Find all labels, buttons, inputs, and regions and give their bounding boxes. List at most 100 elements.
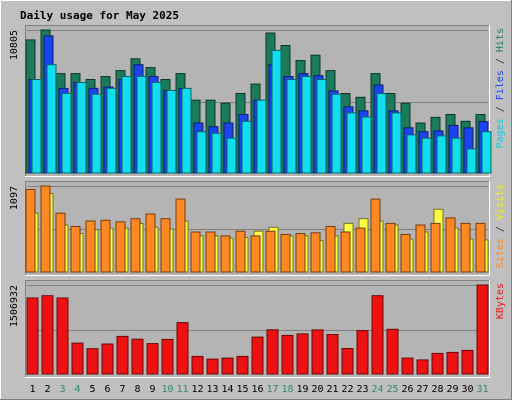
bar-kbytes-day-23 — [356, 330, 369, 375]
bar-sites-day-24 — [370, 198, 381, 273]
bar-kbytes-day-27 — [416, 359, 429, 375]
bar-pages-day-31 — [481, 131, 492, 174]
bar-sites-day-2 — [40, 185, 51, 273]
bar-sites-day-4 — [70, 226, 81, 273]
day-label-7: 7 — [119, 384, 125, 395]
chart-title: Daily usage for May 2025 — [20, 9, 179, 22]
bar-kbytes-day-22 — [341, 348, 354, 375]
bar-kbytes-day-29 — [446, 351, 459, 375]
bar-sites-day-23 — [355, 227, 366, 273]
day-label-6: 6 — [104, 384, 110, 395]
bar-sites-day-20 — [310, 232, 321, 273]
bar-sites-day-1 — [25, 189, 36, 273]
day-label-15: 15 — [236, 384, 248, 395]
bar-sites-day-3 — [55, 212, 66, 273]
bar-sites-day-13 — [205, 231, 216, 273]
bar-pages-day-30 — [466, 148, 477, 174]
bar-pages-day-18 — [286, 79, 297, 174]
bar-sites-day-10 — [160, 218, 171, 273]
bar-pages-day-6 — [106, 87, 117, 174]
legend-segment-3: Files — [495, 70, 506, 100]
day-label-11: 11 — [176, 384, 188, 395]
day-label-23: 23 — [356, 384, 368, 395]
day-label-18: 18 — [281, 384, 293, 395]
bar-pages-day-3 — [61, 93, 72, 174]
day-label-29: 29 — [446, 384, 458, 395]
bar-sites-day-15 — [235, 230, 246, 273]
bar-sites-day-9 — [145, 213, 156, 273]
bar-kbytes-day-24 — [371, 295, 384, 375]
bar-kbytes-day-14 — [221, 357, 234, 375]
bar-kbytes-day-10 — [161, 338, 174, 375]
bar-pages-day-2 — [46, 64, 57, 174]
day-label-21: 21 — [326, 384, 338, 395]
bar-pages-day-28 — [436, 135, 447, 174]
day-label-22: 22 — [341, 384, 353, 395]
bar-pages-day-4 — [76, 82, 87, 174]
legend-segment-1: Sites — [495, 238, 506, 268]
day-label-4: 4 — [74, 384, 80, 395]
bar-pages-day-17 — [271, 49, 282, 174]
panel-1: 10805 Pages / Files / Hits — [9, 25, 506, 177]
bar-kbytes-day-15 — [236, 355, 249, 375]
day-label-13: 13 — [206, 384, 218, 395]
bar-pages-day-20 — [316, 79, 327, 174]
bar-sites-day-19 — [295, 233, 306, 273]
panel-3: 1506932 KBytes — [9, 280, 506, 378]
day-label-17: 17 — [266, 384, 278, 395]
bar-sites-day-16 — [250, 235, 261, 273]
bar-pages-day-24 — [376, 93, 387, 174]
bar-pages-day-26 — [406, 134, 417, 174]
bar-pages-day-8 — [136, 76, 147, 174]
bar-kbytes-day-18 — [281, 334, 294, 375]
panel-max-value-label: 10805 — [9, 30, 20, 60]
panel-max-value-label: 1506932 — [9, 285, 20, 327]
bar-kbytes-day-21 — [326, 334, 339, 375]
legend-segment-5: Hits — [495, 28, 506, 52]
bar-kbytes-day-25 — [386, 328, 399, 375]
bar-pages-day-1 — [31, 79, 42, 174]
bar-kbytes-day-6 — [101, 343, 114, 375]
bar-kbytes-day-2 — [41, 295, 54, 375]
bar-sites-day-12 — [190, 231, 201, 273]
bar-kbytes-day-17 — [266, 329, 279, 375]
legend-segment-1: Pages — [495, 118, 506, 148]
day-label-14: 14 — [221, 384, 233, 395]
bar-pages-day-7 — [121, 76, 132, 174]
bar-kbytes-day-4 — [71, 342, 84, 375]
bar-pages-day-13 — [211, 132, 222, 174]
panel-2: 1097 Sites / Visits — [9, 181, 506, 276]
day-label-2: 2 — [44, 384, 50, 395]
bar-pages-day-16 — [256, 99, 267, 174]
bar-kbytes-day-28 — [431, 352, 444, 375]
bar-kbytes-day-12 — [191, 355, 204, 375]
bar-sites-day-28 — [430, 222, 441, 273]
bar-sites-day-14 — [220, 235, 231, 273]
day-label-25: 25 — [386, 384, 398, 395]
bar-pages-day-25 — [391, 112, 402, 174]
day-label-30: 30 — [461, 384, 473, 395]
bar-kbytes-day-30 — [461, 349, 474, 375]
bar-sites-day-8 — [130, 218, 141, 273]
bar-kbytes-day-9 — [146, 343, 159, 375]
bar-kbytes-day-20 — [311, 329, 324, 375]
day-label-24: 24 — [371, 384, 383, 395]
day-label-28: 28 — [431, 384, 443, 395]
panel-series-legend: KBytes — [495, 283, 506, 319]
day-label-10: 10 — [161, 384, 173, 395]
day-label-26: 26 — [401, 384, 413, 395]
day-label-20: 20 — [311, 384, 323, 395]
day-label-5: 5 — [89, 384, 95, 395]
bar-kbytes-day-3 — [56, 297, 69, 375]
panel-max-value-label: 1097 — [9, 186, 20, 210]
bar-kbytes-day-19 — [296, 333, 309, 375]
bar-sites-day-30 — [460, 222, 471, 273]
bar-pages-day-29 — [451, 137, 462, 174]
day-label-19: 19 — [296, 384, 308, 395]
bar-sites-day-26 — [400, 233, 411, 273]
legend-segment-2: / — [495, 100, 506, 118]
bar-pages-day-22 — [346, 112, 357, 174]
bar-pages-day-14 — [226, 137, 237, 174]
bar-sites-day-31 — [475, 222, 486, 273]
